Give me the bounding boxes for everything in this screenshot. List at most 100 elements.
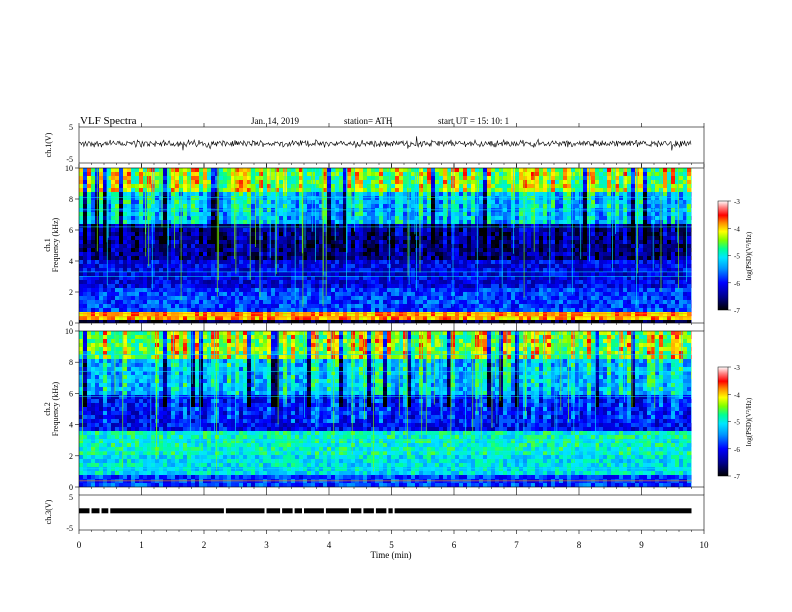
spec1-cell [259,196,263,200]
spec1-cell [631,196,635,200]
spec1-cell [107,268,111,272]
spec1-cell [123,228,127,232]
spec1-cell [627,196,631,200]
spec1-cell [559,188,563,192]
spec1-cell [139,264,143,268]
spec1-cell [263,176,267,180]
spec1-cell [103,268,107,272]
spec1-cell [191,256,195,260]
spec1-cell [87,176,91,180]
spec1-cell [423,224,427,228]
spec1-cell [115,248,119,252]
spec1-cell [79,248,83,252]
spec1-cell [199,228,203,232]
spec1-cell [235,280,239,284]
spec1-cell [307,224,311,228]
spec1-cell [203,264,207,268]
spec1-cell [527,180,531,184]
spec1-cell [187,276,191,280]
spec1-cell [547,172,551,176]
spec1-cell [683,220,687,224]
spec1-cell [291,168,295,172]
spec1-cell [115,256,119,260]
spec1-cell [587,244,591,248]
spec1-cell [323,188,327,192]
spec1-cell [635,236,639,240]
spec1-cell [323,224,327,228]
spec1-cell [243,184,247,188]
spec1-cell [655,212,659,216]
spec1-cell [203,240,207,244]
spec1-cell [631,204,635,208]
spec1-cell [151,252,155,256]
spec1-cell [431,228,435,232]
spec1-cell [519,172,523,176]
spec1-cell [191,236,195,240]
spec1-cell [255,292,259,296]
spec1-cell [519,268,523,272]
spec1-cell [235,284,239,288]
spec1-cell [443,252,447,256]
spec1-cell [79,196,83,200]
spec1-cell [239,236,243,240]
spec1-cell [195,200,199,204]
spec1-cell [255,184,259,188]
spec1-cell [555,260,559,264]
spec1-cell [243,244,247,248]
spec1-cell [343,292,347,296]
spec1-cell [679,200,683,204]
spec1-cell [403,240,407,244]
spec1-cell [423,188,427,192]
spec1-cell [275,224,279,228]
spec1-cell [331,248,335,252]
spec1-cell [647,288,651,292]
spec1-cell [359,184,363,188]
spec1-cell [531,280,535,284]
spec1-cell [503,168,507,172]
spec1-cell [131,288,135,292]
spec1-cell [607,272,611,276]
spec1-cell [231,224,235,228]
spec1-cell [327,216,331,220]
spec1-cell [291,260,295,264]
spec1-cell [675,224,679,228]
spec1-cell [347,284,351,288]
spec1-cell [523,284,527,288]
spec1-cell [255,280,259,284]
spec1-cell [403,212,407,216]
spec1-cell [263,244,267,248]
spec1-cell [471,292,475,296]
spec1-cell [439,268,443,272]
spec1-cell [323,268,327,272]
spec1-cell [267,224,271,228]
spec1-cell [251,168,255,172]
spec1-cell [359,244,363,248]
spec1-cell [347,192,351,196]
spec1-cell [347,256,351,260]
spec1-cell [595,172,599,176]
spec1-cell [315,264,319,268]
spec1-cell [519,168,523,172]
spec1-cell [287,252,291,256]
spec1-cell [631,188,635,192]
spec1-cell [427,260,431,264]
spec1-cell [395,288,399,292]
spec1-cell [139,168,143,172]
spec1-cell [171,204,175,208]
spec1-cell [679,212,683,216]
spec1-cell [495,264,499,268]
spec1-cell [463,240,467,244]
spec1-cell [435,244,439,248]
spec1-cell [291,280,295,284]
spec1-cell [399,244,403,248]
spec1-cell [151,280,155,284]
spec1-cell [567,224,571,228]
spec1-cell [467,168,471,172]
spec1-cell [535,292,539,296]
spec1-cell [523,172,527,176]
spec1-cell [375,240,379,244]
spec1-cell [675,192,679,196]
spec1-cell [155,292,159,296]
spec1-cell [343,264,347,268]
spec1-cell [155,280,159,284]
